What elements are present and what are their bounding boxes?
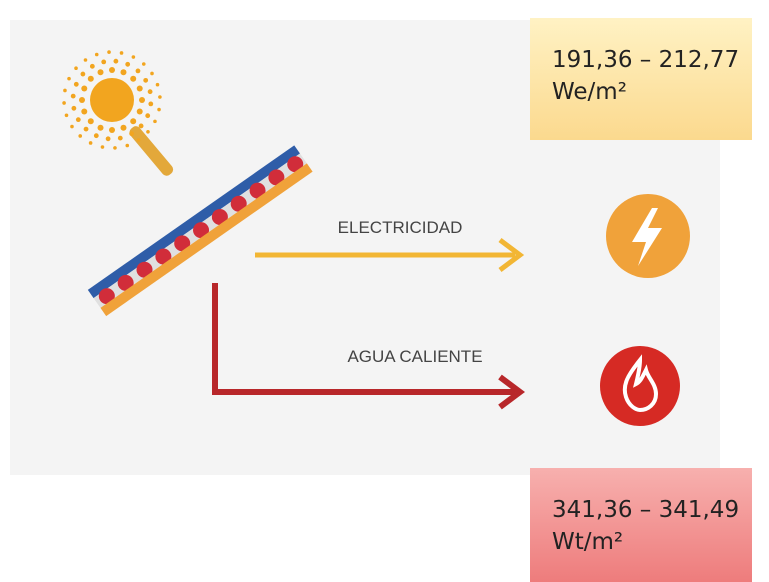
sun-ray-dot bbox=[79, 97, 85, 103]
sun-ray-dot bbox=[142, 62, 146, 66]
sun-ray-dot bbox=[125, 62, 130, 67]
sun-ray-dot bbox=[113, 146, 117, 150]
sun-ray-dot bbox=[78, 134, 82, 138]
sun-ray-dot bbox=[136, 68, 141, 73]
sun-ray-dot bbox=[74, 66, 78, 70]
sun-ray-dot bbox=[132, 55, 136, 59]
heat-icon bbox=[600, 346, 680, 426]
sun-ray-dot bbox=[148, 101, 153, 106]
sun-ray-dot bbox=[81, 86, 87, 92]
sun-ray-dot bbox=[67, 77, 71, 81]
electricity-label: ELECTRICIDAD bbox=[338, 218, 463, 237]
sun-ray-dot bbox=[62, 101, 66, 105]
sun-ray-dot bbox=[129, 131, 134, 136]
page: ELECTRICIDAD AGUA CALIENTE 191,36 – 212,… bbox=[0, 0, 769, 582]
sun-ray-dot bbox=[95, 53, 99, 57]
sun-ray-dot bbox=[65, 113, 69, 117]
sun-ray-dot bbox=[148, 89, 153, 94]
sun-ray-dot bbox=[118, 136, 123, 141]
sun-ray-dot bbox=[137, 108, 143, 114]
sun-ray-dot bbox=[107, 50, 111, 54]
sun-ray-dot bbox=[98, 125, 104, 131]
sun-ray-dot bbox=[98, 69, 104, 75]
sun-ray-dot bbox=[74, 82, 79, 87]
sun-ray-dot bbox=[106, 136, 111, 141]
sun-ray-dot bbox=[80, 72, 85, 77]
sun-ray-dot bbox=[89, 141, 93, 145]
sun-ray-dot bbox=[76, 117, 81, 122]
sun-ray-dot bbox=[139, 97, 145, 103]
sun-ray-dot bbox=[90, 64, 95, 69]
sun-ray-dot bbox=[137, 138, 141, 142]
sun-ray-dot bbox=[113, 59, 118, 64]
sun-ray-dot bbox=[146, 130, 150, 134]
sun-ray-dot bbox=[150, 72, 154, 76]
sun-ray-dot bbox=[120, 69, 126, 75]
hot-water-label: AGUA CALIENTE bbox=[347, 347, 482, 366]
sun-ray-dot bbox=[153, 120, 157, 124]
sun-ray-dot bbox=[101, 145, 105, 149]
sun-ray-dot bbox=[70, 125, 74, 129]
sun-ray-dot bbox=[88, 76, 94, 82]
sun-ray-dot bbox=[88, 118, 94, 124]
sun-ray-dot bbox=[84, 127, 89, 132]
sun-ray-dot bbox=[109, 67, 115, 73]
sun-ray-dot bbox=[137, 86, 143, 92]
electric-unit: We/m² bbox=[552, 76, 752, 108]
sun-ray-dot bbox=[84, 58, 88, 62]
sun-ray-dot bbox=[101, 59, 106, 64]
sun-core bbox=[90, 78, 134, 122]
sun-ray-dot bbox=[71, 94, 76, 99]
electric-output-box: 191,36 – 212,77 We/m² bbox=[530, 18, 752, 140]
sun-ray-dot bbox=[94, 133, 99, 138]
sun-ray-dot bbox=[139, 124, 144, 129]
electric-range: 191,36 – 212,77 bbox=[552, 44, 752, 76]
sun-ray-dot bbox=[71, 106, 76, 111]
sun-ray-dot bbox=[125, 144, 129, 148]
sun-ray-dot bbox=[109, 127, 115, 133]
sun-ray-dot bbox=[130, 76, 136, 82]
sun-ray-dot bbox=[157, 108, 161, 112]
sun-ray-dot bbox=[145, 113, 150, 118]
sun-ray-dot bbox=[81, 108, 87, 114]
sun-ray-dot bbox=[120, 51, 124, 55]
thermal-output-box: 341,36 – 341,49 Wt/m² bbox=[530, 468, 752, 582]
sun-ray-dot bbox=[130, 118, 136, 124]
electricity-icon bbox=[606, 194, 690, 278]
sun-ray-dot bbox=[156, 83, 160, 87]
thermal-range: 341,36 – 341,49 bbox=[552, 494, 752, 526]
sun-ray-dot bbox=[158, 95, 162, 99]
thermal-unit: Wt/m² bbox=[552, 526, 752, 558]
sun-ray-dot bbox=[63, 89, 67, 93]
sun-ray-dot bbox=[120, 125, 126, 131]
sun-ray-dot bbox=[143, 78, 148, 83]
